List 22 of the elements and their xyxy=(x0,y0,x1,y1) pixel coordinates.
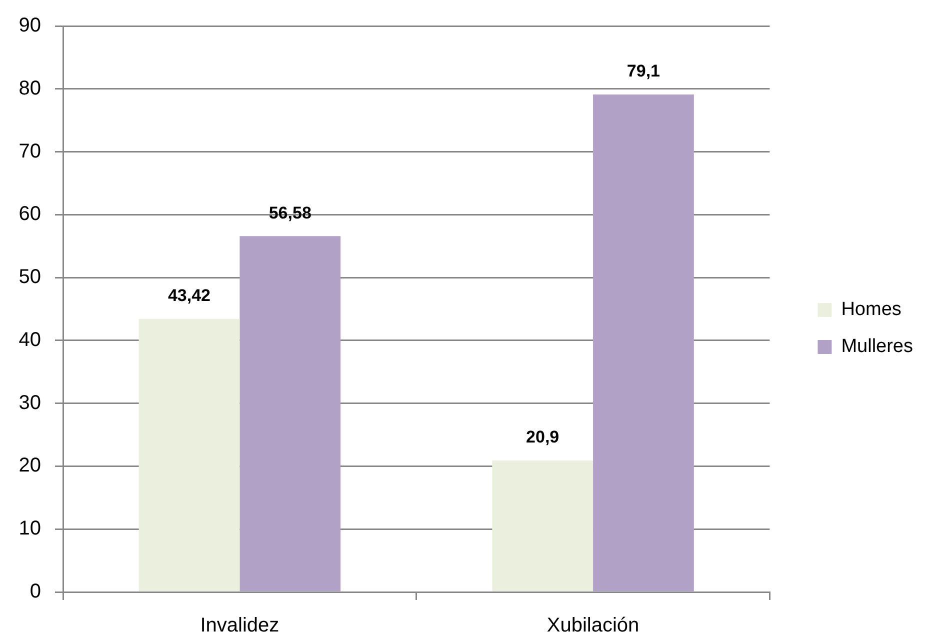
y-tick-label: 90 xyxy=(18,14,41,37)
y-tick-label: 20 xyxy=(18,454,41,477)
y-tick-label: 60 xyxy=(18,203,41,226)
bar xyxy=(593,94,694,592)
data-label: 20,9 xyxy=(526,428,560,447)
y-tick-label: 80 xyxy=(18,77,41,100)
x-tick-label: Xubilación xyxy=(546,614,640,637)
x-tick-label: Invalidez xyxy=(200,614,280,637)
bar xyxy=(138,318,240,592)
legend-label: Mulleres xyxy=(841,336,914,358)
y-tick-label: 0 xyxy=(30,580,41,603)
data-label: 56,58 xyxy=(268,203,312,222)
y-tick-label: 30 xyxy=(18,392,41,414)
y-tick-label: 10 xyxy=(18,518,41,540)
y-tick-label: 70 xyxy=(18,140,41,162)
y-tick-label: 40 xyxy=(18,328,41,351)
y-tick-label: 50 xyxy=(18,266,41,288)
data-label: 43,42 xyxy=(168,286,211,306)
bar xyxy=(240,236,341,592)
legend-label: Homes xyxy=(841,299,902,320)
data-label: 79,1 xyxy=(626,62,660,81)
bar xyxy=(492,460,594,592)
